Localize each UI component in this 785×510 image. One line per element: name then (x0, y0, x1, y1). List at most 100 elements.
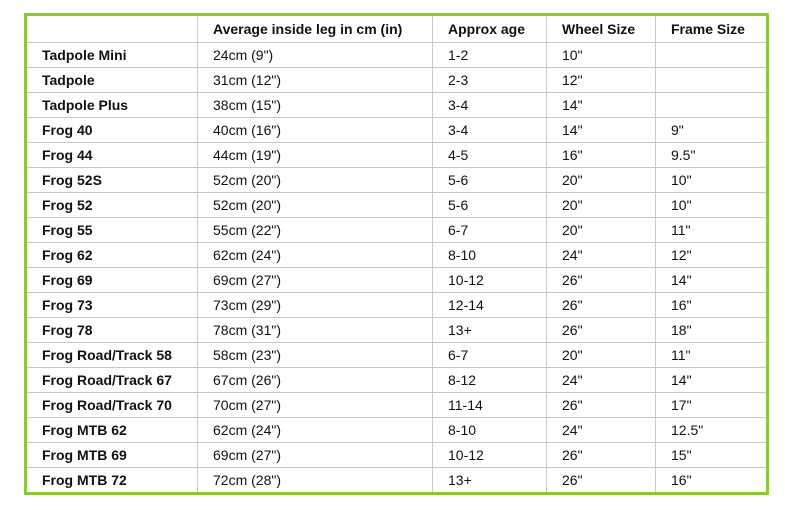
cell: 16" (546, 142, 656, 168)
cell: 6-7 (432, 342, 547, 368)
cell: 3-4 (432, 92, 547, 118)
cell: 17" (655, 392, 768, 418)
table-row: Frog 40 40cm (16") 3-4 14" 9" (25, 117, 768, 143)
cell: 14" (655, 367, 768, 393)
cell: 26" (546, 317, 656, 343)
table-row: Frog 55 55cm (22") 6-7 20" 11" (25, 217, 768, 243)
model-name: Frog Road/Track 70 (25, 392, 198, 418)
empty-cell (655, 67, 768, 93)
cell: 8-12 (432, 367, 547, 393)
cell: 69cm (27") (197, 267, 433, 293)
cell: 73cm (29") (197, 292, 433, 318)
cell: 26" (546, 467, 656, 494)
cell: 62cm (24") (197, 417, 433, 443)
cell: 12" (655, 242, 768, 268)
cell: 10-12 (432, 442, 547, 468)
model-name: Frog 73 (25, 292, 198, 318)
cell: 5-6 (432, 167, 547, 193)
cell: 14" (546, 92, 656, 118)
cell: 10" (655, 167, 768, 193)
model-name: Frog 44 (25, 142, 198, 168)
cell: 13+ (432, 317, 547, 343)
cell: 69cm (27") (197, 442, 433, 468)
cell: 62cm (24") (197, 242, 433, 268)
model-name: Frog Road/Track 67 (25, 367, 198, 393)
cell: 67cm (26") (197, 367, 433, 393)
table-row: Tadpole Plus 38cm (15") 3-4 14" (25, 92, 768, 118)
model-name: Tadpole (25, 67, 198, 93)
size-table: Average inside leg in cm (in) Approx age W… (24, 13, 769, 495)
cell: 18" (655, 317, 768, 343)
cell: 31cm (12") (197, 67, 433, 93)
column-header: Approx age (432, 14, 547, 43)
cell: 24" (546, 417, 656, 443)
cell: 6-7 (432, 217, 547, 243)
cell: 8-10 (432, 417, 547, 443)
cell: 14" (655, 267, 768, 293)
model-name: Frog 62 (25, 242, 198, 268)
cell: 10-12 (432, 267, 547, 293)
table-row: Frog Road/Track 70 70cm (27") 11-14 26" 17" (25, 392, 768, 418)
column-header: Average inside leg in cm (in) (197, 14, 433, 43)
model-name: Frog Road/Track 58 (25, 342, 198, 368)
model-name: Frog 40 (25, 117, 198, 143)
table-row: Frog 78 78cm (31") 13+ 26" 18" (25, 317, 768, 343)
cell: 10" (655, 192, 768, 218)
cell: 11" (655, 217, 768, 243)
cell: 78cm (31") (197, 317, 433, 343)
cell: 70cm (27") (197, 392, 433, 418)
cell: 52cm (20") (197, 167, 433, 193)
table-row: Frog Road/Track 58 58cm (23") 6-7 20" 11" (25, 342, 768, 368)
corner-cell (25, 14, 198, 43)
cell: 13+ (432, 467, 547, 494)
cell: 72cm (28") (197, 467, 433, 494)
table-row: Tadpole 31cm (12") 2-3 12" (25, 67, 768, 93)
table-row: Tadpole Mini 24cm (9") 1-2 10" (25, 42, 768, 68)
cell: 2-3 (432, 67, 547, 93)
cell: 26" (546, 442, 656, 468)
table-row: Frog MTB 72 72cm (28") 13+ 26" 16" (25, 467, 768, 494)
cell: 16" (655, 292, 768, 318)
cell: 4-5 (432, 142, 547, 168)
cell: 24" (546, 367, 656, 393)
model-name: Frog MTB 72 (25, 467, 198, 494)
cell: 5-6 (432, 192, 547, 218)
cell: 26" (546, 392, 656, 418)
table-row: Frog 73 73cm (29") 12-14 26" 16" (25, 292, 768, 318)
cell: 20" (546, 192, 656, 218)
cell: 11-14 (432, 392, 547, 418)
cell: 11" (655, 342, 768, 368)
cell: 15" (655, 442, 768, 468)
model-name: Frog MTB 62 (25, 417, 198, 443)
cell: 14" (546, 117, 656, 143)
cell: 58cm (23") (197, 342, 433, 368)
table-header: Average inside leg in cm (in) Approx age W… (25, 14, 768, 43)
cell: 20" (546, 342, 656, 368)
model-name: Frog 55 (25, 217, 198, 243)
table-row: Frog MTB 62 62cm (24") 8-10 24" 12.5" (25, 417, 768, 443)
cell: 24cm (9") (197, 42, 433, 68)
cell: 8-10 (432, 242, 547, 268)
cell: 20" (546, 167, 656, 193)
model-name: Tadpole Mini (25, 42, 198, 68)
cell: 3-4 (432, 117, 547, 143)
cell: 44cm (19") (197, 142, 433, 168)
table-row: Frog 69 69cm (27") 10-12 26" 14" (25, 267, 768, 293)
cell: 52cm (20") (197, 192, 433, 218)
empty-cell (655, 92, 768, 118)
table-row: Frog 52S 52cm (20") 5-6 20" 10" (25, 167, 768, 193)
cell: 16" (655, 467, 768, 494)
cell: 12" (546, 67, 656, 93)
cell: 12-14 (432, 292, 547, 318)
cell: 55cm (22") (197, 217, 433, 243)
cell: 9.5" (655, 142, 768, 168)
model-name: Frog 78 (25, 317, 198, 343)
table-row: Frog 44 44cm (19") 4-5 16" 9.5" (25, 142, 768, 168)
model-name: Frog MTB 69 (25, 442, 198, 468)
cell: 38cm (15") (197, 92, 433, 118)
cell: 9" (655, 117, 768, 143)
cell: 26" (546, 292, 656, 318)
cell: 20" (546, 217, 656, 243)
header-row: Average inside leg in cm (in) Approx age W… (25, 14, 768, 43)
